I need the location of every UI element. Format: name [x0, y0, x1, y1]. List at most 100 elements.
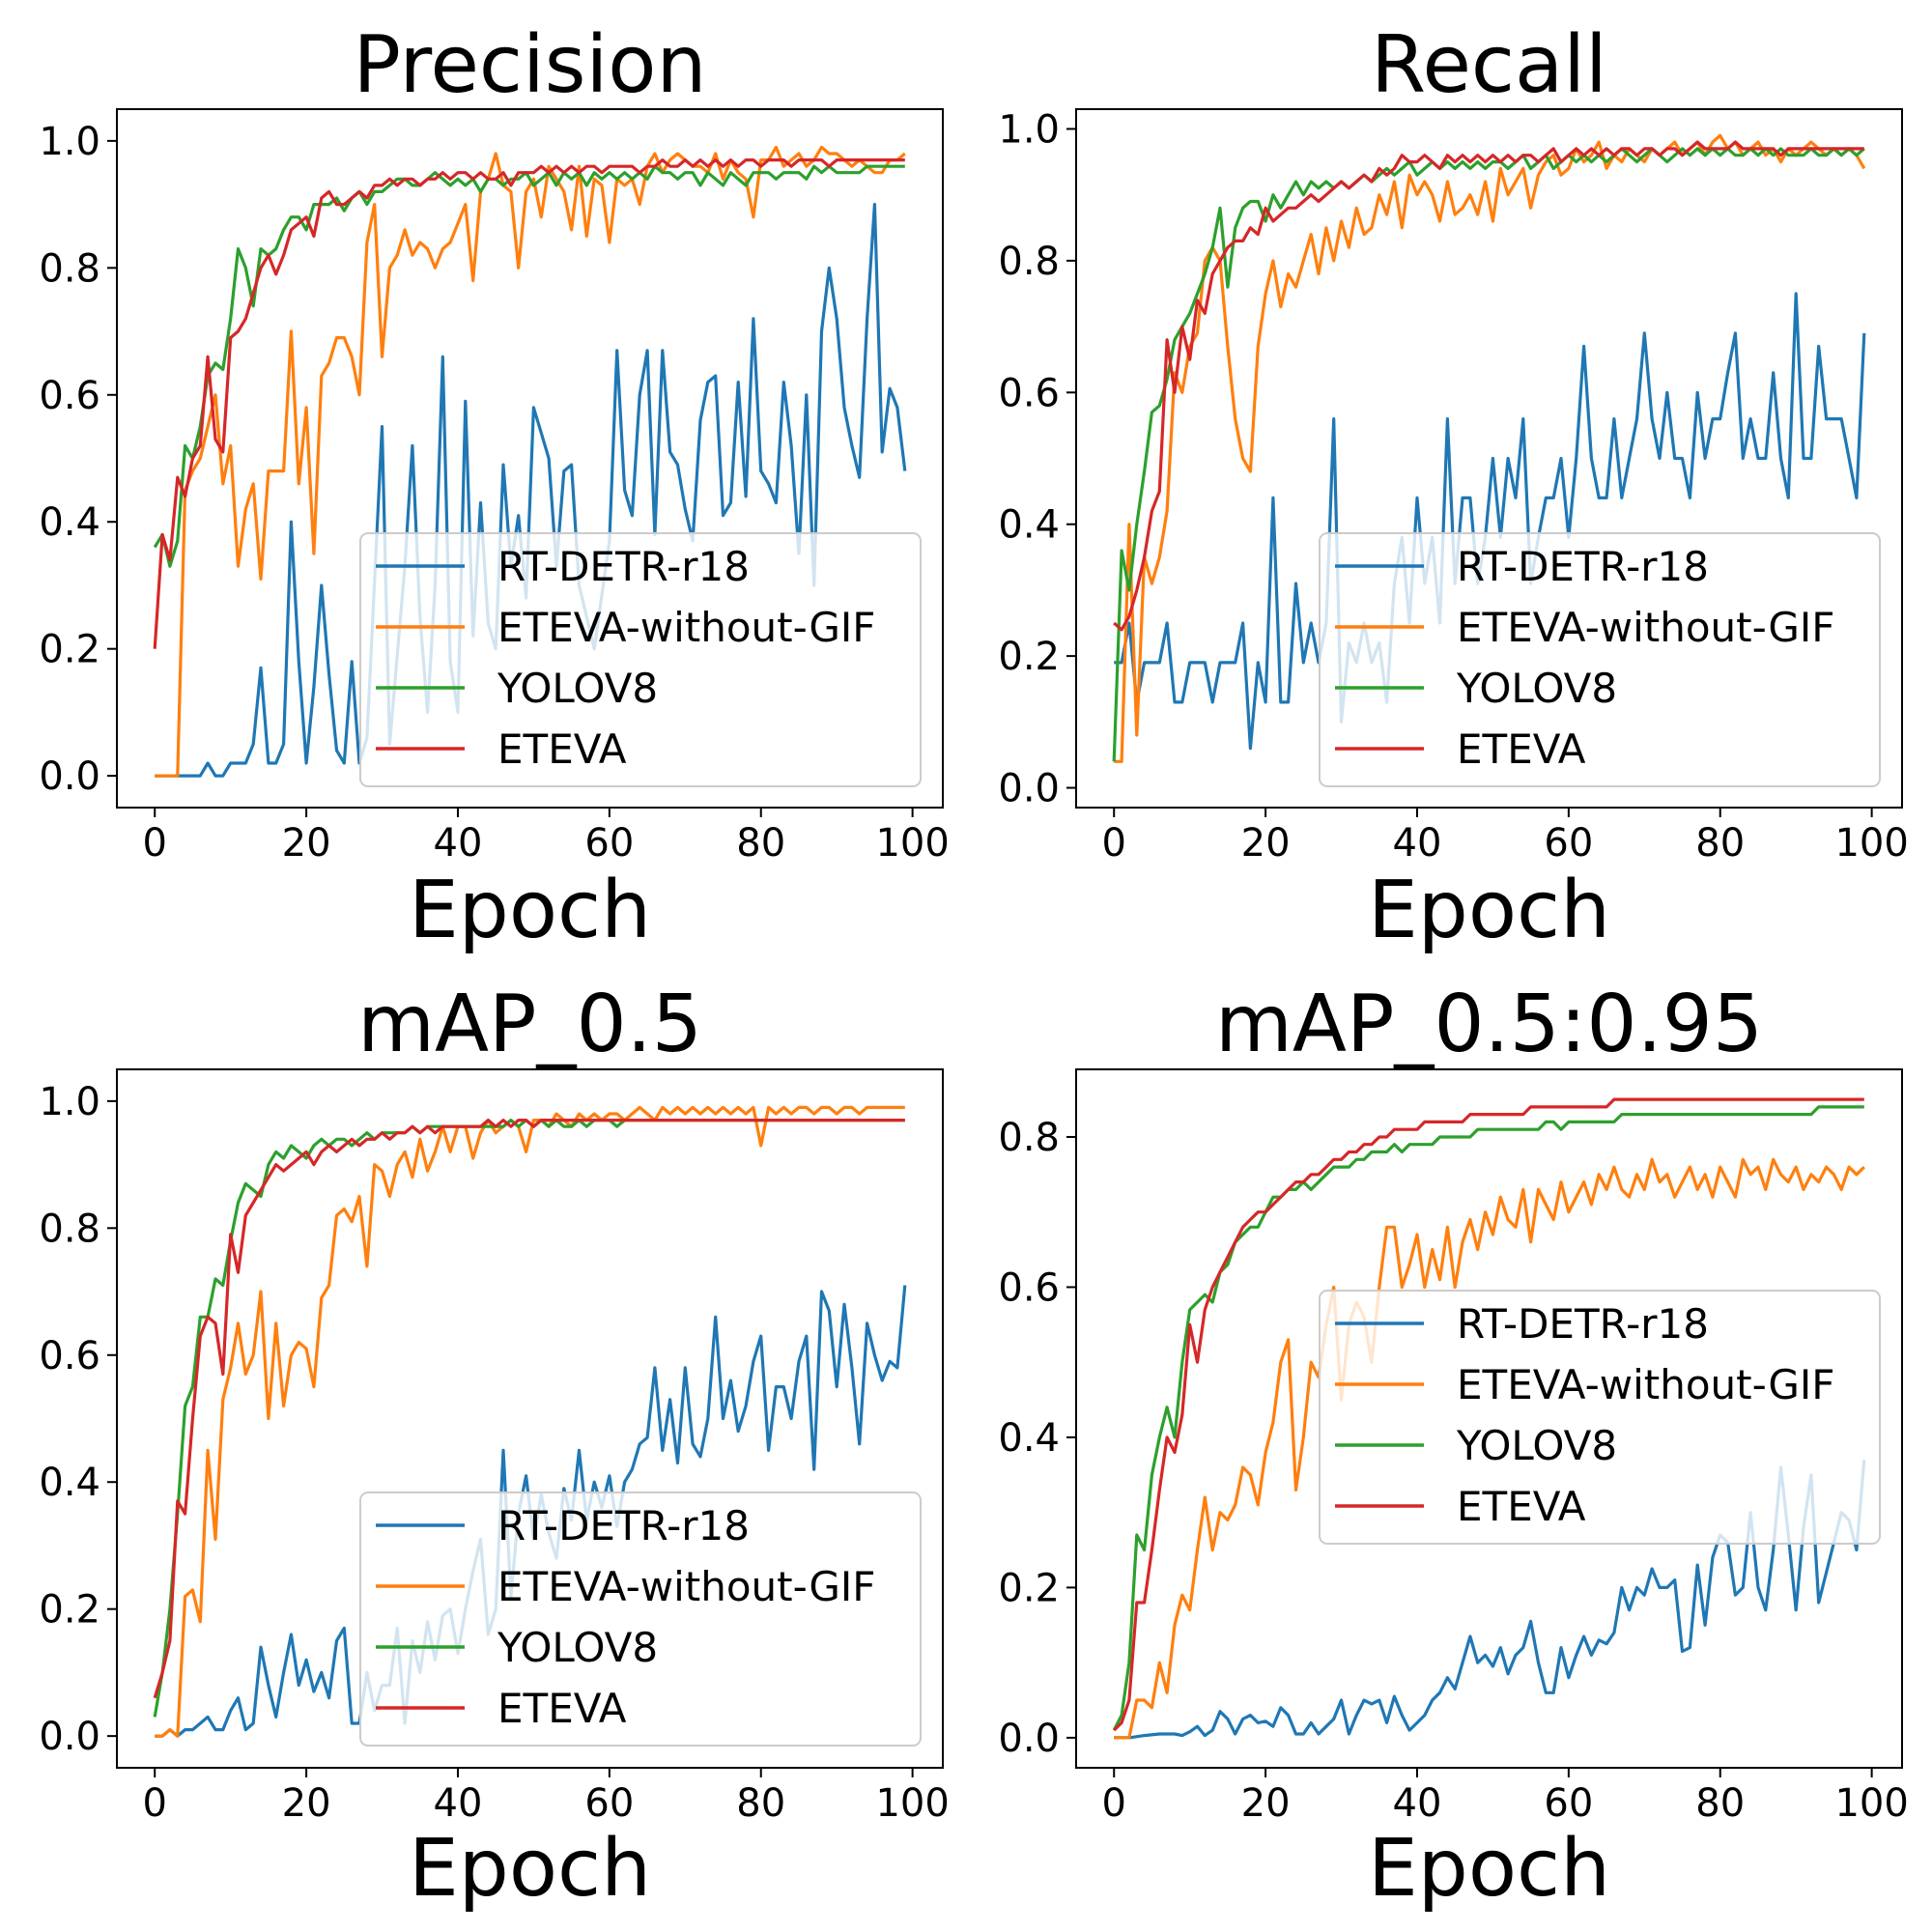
- y-tick-label: 0.2: [998, 635, 1060, 679]
- plot-frame: [116, 108, 944, 809]
- legend-label: RT-DETR-r18: [497, 543, 750, 590]
- chart-panel-2: Recall 0 20 40 60 80 100 0.0 0.2 0.4 0.6 0.8 1.0 Epoc…: [998, 19, 1908, 956]
- y-tick-label: 0.0: [998, 1717, 1060, 1761]
- series-line-eteva-without-gif: [1114, 1157, 1865, 1740]
- y-tick-label: 1.0: [998, 107, 1060, 152]
- legend-label: ETEVA-without-GIF: [1457, 604, 1834, 651]
- x-tick-label: 20: [282, 1781, 331, 1826]
- y-tick-label: 1.0: [39, 120, 100, 164]
- x-tick-label: 20: [282, 821, 331, 866]
- legend-box: [359, 1492, 922, 1747]
- x-tick-label: 80: [736, 821, 785, 866]
- y-tick-label: 0.6: [998, 1265, 1060, 1310]
- x-tick-label: 0: [142, 821, 166, 866]
- legend-label: ETEVA-without-GIF: [1457, 1361, 1834, 1408]
- chart-title: mAP_0.5: [357, 979, 702, 1070]
- series-line-eteva-without-gif: [1114, 133, 1866, 763]
- legend-label: ETEVA: [497, 1685, 627, 1732]
- series-line-eteva: [1113, 1097, 1864, 1732]
- x-tick-label: 80: [1695, 1781, 1745, 1826]
- legend-box: [1319, 532, 1881, 787]
- series-line-yolov8: [1112, 147, 1865, 762]
- series-line-rt-detr-r18: [1114, 1460, 1866, 1740]
- y-tick-label: 0.8: [39, 1207, 100, 1251]
- x-tick-label: 0: [1101, 821, 1125, 866]
- legend-label: YOLOV8: [497, 665, 658, 712]
- legend: RT-DETR-r18 ETEVA-without-GIF YOLOV8 ETEVA: [1319, 1290, 1881, 1545]
- series-line-eteva: [1113, 140, 1864, 632]
- legend-label: YOLOV8: [1456, 665, 1617, 712]
- chart-title: Recall: [1371, 19, 1607, 111]
- legend-label: ETEVA: [1457, 1483, 1586, 1530]
- chart-title: Precision: [354, 19, 707, 111]
- series-line-rt-detr-r18: [155, 203, 907, 778]
- x-tick-label: 100: [875, 1781, 949, 1826]
- legend: RT-DETR-r18 ETEVA-without-GIF YOLOV8 ETEVA: [359, 532, 922, 787]
- series-line-eteva: [153, 158, 905, 649]
- y-tick-label: 0.4: [39, 1461, 100, 1505]
- x-tick-label: 60: [1544, 821, 1593, 866]
- x-tick-label: 60: [1544, 1781, 1593, 1826]
- x-tick-label: 40: [434, 821, 483, 866]
- y-tick-label: 0.6: [998, 371, 1060, 415]
- series-group: [153, 145, 907, 778]
- legend-label: RT-DETR-r18: [497, 1502, 750, 1549]
- x-tick-label: 100: [1834, 821, 1908, 866]
- y-tick-label: 0.8: [39, 246, 100, 291]
- chart-panel-3: mAP_0.5 0 20 40 60 80 100 0.0 0.2 0.4 0.6 0.8 1.0 Epo…: [39, 979, 949, 1915]
- y-tick-label: 0.4: [998, 503, 1060, 548]
- plot-frame: [116, 1068, 944, 1769]
- y-tick-label: 0.6: [39, 1334, 100, 1378]
- y-tick-label: 0.0: [39, 754, 100, 799]
- chart-panel-4: mAP_0.5:0.95 0 20 40 60 80 100 0.0 0.2 0.4 0.6 0.8 E…: [998, 979, 1908, 1915]
- legend-box: [1319, 1290, 1881, 1545]
- legend-label: ETEVA-without-GIF: [497, 1563, 875, 1610]
- legend-label: ETEVA: [497, 725, 627, 773]
- legend-label: YOLOV8: [497, 1624, 658, 1671]
- x-tick-label: 60: [584, 821, 634, 866]
- legend: RT-DETR-r18 ETEVA-without-GIF YOLOV8 ETEVA: [1319, 532, 1881, 787]
- chart-title: mAP_0.5:0.95: [1215, 979, 1763, 1070]
- x-tick-label: 40: [434, 1781, 483, 1826]
- series-line-eteva-without-gif: [155, 1105, 905, 1738]
- x-tick-label: 80: [736, 1781, 785, 1826]
- x-axis-label: Epoch: [1368, 865, 1610, 956]
- series-group: [1112, 133, 1866, 763]
- x-axis-label: Epoch: [409, 865, 651, 956]
- y-tick-label: 0.2: [39, 1588, 100, 1633]
- chart-panel-1: Precision 0 20 40 60 80 100 0.0 0.2 0.4 0.6 0.8 1.0 E…: [39, 19, 949, 956]
- series-line-rt-detr-r18: [1114, 292, 1866, 751]
- y-tick-label: 0.0: [998, 767, 1060, 811]
- legend-label: ETEVA-without-GIF: [497, 604, 875, 651]
- legend: RT-DETR-r18 ETEVA-without-GIF YOLOV8 ETEVA: [359, 1492, 922, 1747]
- y-tick-label: 0.2: [998, 1566, 1060, 1610]
- x-tick-label: 20: [1241, 821, 1291, 866]
- series-line-eteva: [153, 1118, 905, 1699]
- y-tick-label: 0.8: [998, 1116, 1060, 1160]
- x-tick-label: 80: [1695, 821, 1745, 866]
- x-tick-label: 100: [1834, 1781, 1908, 1826]
- legend-box: [359, 532, 922, 787]
- y-tick-label: 0.6: [39, 374, 100, 418]
- x-tick-label: 100: [875, 821, 949, 866]
- legend-label: ETEVA: [1457, 725, 1586, 773]
- plot-frame: [1075, 1068, 1903, 1769]
- y-tick-label: 0.4: [39, 500, 100, 545]
- x-tick-label: 40: [1393, 1781, 1442, 1826]
- x-axis-label: Epoch: [409, 1823, 651, 1915]
- series-group: [1112, 1097, 1866, 1740]
- series-line-yolov8: [1112, 1105, 1864, 1731]
- legend-label: RT-DETR-r18: [1457, 543, 1709, 590]
- plot-frame: [1075, 108, 1903, 809]
- x-tick-label: 40: [1393, 821, 1442, 866]
- x-axis-label: Epoch: [1368, 1823, 1610, 1915]
- y-tick-label: 0.8: [998, 240, 1060, 284]
- x-tick-label: 20: [1241, 1781, 1291, 1826]
- y-tick-label: 0.2: [39, 628, 100, 672]
- series-line-yolov8: [153, 164, 905, 568]
- series-group: [153, 1105, 907, 1738]
- legend-label: YOLOV8: [1456, 1422, 1617, 1469]
- x-tick-label: 0: [142, 1781, 166, 1826]
- y-tick-label: 0.0: [39, 1715, 100, 1759]
